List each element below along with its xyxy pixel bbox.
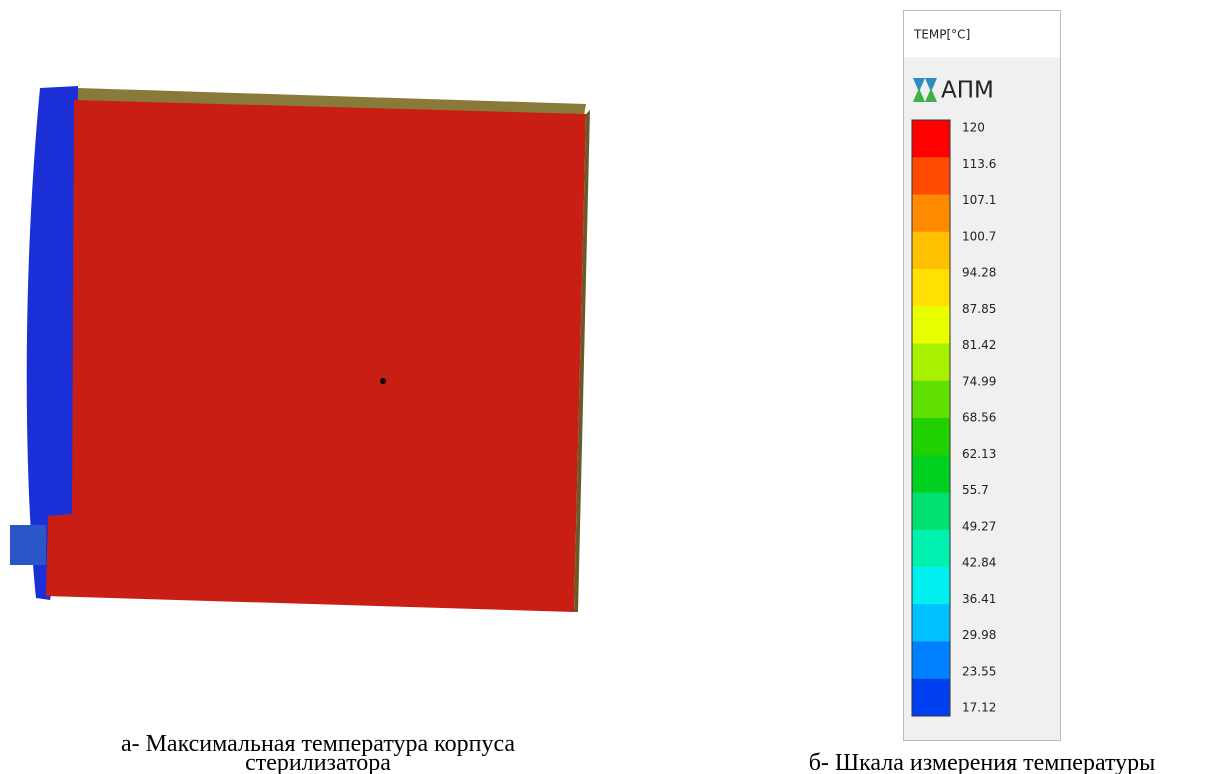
scale-label: 107.1 [962, 193, 996, 207]
caption-b: б- Шкала измерения температуры [809, 750, 1156, 774]
body-side [46, 100, 586, 612]
scale-label: 87.85 [962, 302, 996, 316]
scale-label: 42.84 [962, 556, 996, 570]
color-band [912, 157, 950, 195]
color-band [912, 232, 950, 270]
scale-label: 100.7 [962, 229, 996, 243]
scale-label: 23.55 [962, 664, 996, 678]
scale-label: 49.27 [962, 519, 996, 533]
scale-label: 74.99 [962, 374, 996, 388]
color-band [912, 269, 950, 307]
door-handle [10, 525, 46, 565]
scale-label: 62.13 [962, 447, 996, 461]
logo-text: АПМ [941, 78, 994, 104]
node-marker [380, 378, 386, 384]
color-band [912, 306, 950, 344]
scale-label: 36.41 [962, 592, 996, 606]
color-band [912, 679, 950, 717]
scale-label: 113.6 [962, 157, 996, 171]
color-band [912, 455, 950, 493]
sterilizer-render [10, 86, 590, 612]
color-band [912, 344, 950, 382]
scale-label: 17.12 [962, 701, 996, 715]
legend-title: TEMP[°C] [913, 28, 970, 42]
color-band [912, 493, 950, 531]
caption-a: стерилизатора [245, 750, 391, 774]
color-band [912, 418, 950, 456]
page: а- Максимальная температура корпуса стер… [0, 0, 1216, 774]
color-band [912, 120, 950, 158]
color-band [912, 642, 950, 680]
color-band [912, 604, 950, 642]
color-band [912, 195, 950, 233]
scale-label: 68.56 [962, 411, 996, 425]
scale-label: 120 [962, 121, 985, 135]
color-band [912, 381, 950, 419]
scale-label: 81.42 [962, 338, 996, 352]
scale-label: 29.98 [962, 628, 996, 642]
color-band [912, 567, 950, 605]
scale-label: 55.7 [962, 483, 989, 497]
figure: а- Максимальная температура корпуса стер… [0, 0, 1216, 774]
scale-label: 94.28 [962, 266, 996, 280]
color-band [912, 530, 950, 568]
